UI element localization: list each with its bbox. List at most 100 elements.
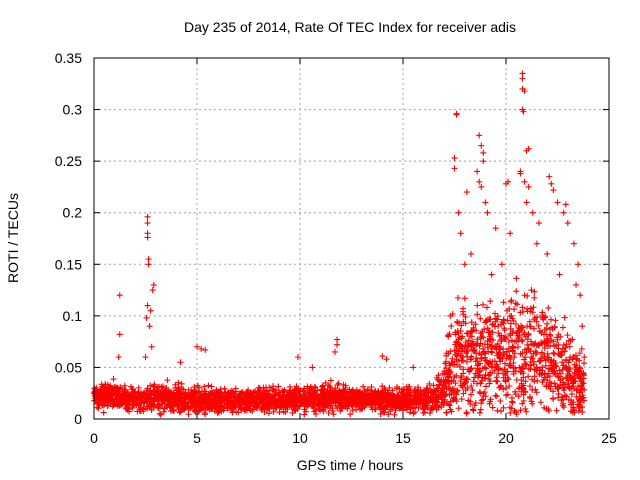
data-point <box>533 389 540 396</box>
data-point <box>160 395 167 402</box>
data-point <box>174 390 181 397</box>
data-point <box>569 380 576 387</box>
data-point <box>230 405 237 412</box>
data-point <box>329 405 336 412</box>
data-point <box>210 393 217 400</box>
data-point <box>304 396 311 403</box>
data-point <box>566 365 573 372</box>
data-point <box>386 384 393 391</box>
data-point <box>506 383 513 390</box>
data-point <box>496 346 503 353</box>
data-point <box>547 366 554 373</box>
data-point <box>527 383 534 390</box>
data-point <box>156 410 163 417</box>
data-point <box>429 389 436 396</box>
data-point <box>554 336 561 343</box>
data-point <box>424 385 431 392</box>
data-point <box>326 383 333 390</box>
data-point <box>504 368 511 375</box>
data-point <box>495 329 502 336</box>
data-point <box>508 405 515 412</box>
data-point <box>509 347 516 354</box>
data-point <box>345 401 352 408</box>
data-point <box>476 409 483 416</box>
data-point-outlier <box>482 199 489 206</box>
data-point <box>364 400 371 407</box>
data-point <box>164 377 171 384</box>
data-point <box>306 400 313 407</box>
data-point <box>472 370 479 377</box>
data-point <box>469 387 476 394</box>
data-point <box>451 385 458 392</box>
data-point <box>555 390 562 397</box>
data-point-outlier <box>488 271 495 278</box>
data-point <box>380 395 387 402</box>
data-point <box>335 380 342 387</box>
data-point <box>399 407 406 414</box>
data-point <box>495 366 502 373</box>
data-point-outlier <box>115 354 122 361</box>
data-point <box>176 409 183 416</box>
data-point <box>482 383 489 390</box>
data-point <box>491 310 498 317</box>
data-point <box>489 329 496 336</box>
data-point-outlier <box>309 364 316 371</box>
data-point <box>555 374 562 381</box>
data-point <box>511 354 518 361</box>
data-point <box>544 356 551 363</box>
data-point-outlier <box>575 261 582 268</box>
data-point <box>448 323 455 330</box>
data-point <box>522 360 529 367</box>
data-point <box>457 363 464 370</box>
data-point <box>560 342 567 349</box>
data-point <box>330 398 337 405</box>
data-point <box>461 347 468 354</box>
y-tick-label: 0.15 <box>55 256 82 272</box>
data-point <box>530 361 537 368</box>
data-point <box>148 400 155 407</box>
data-point <box>484 359 491 366</box>
data-point <box>507 332 514 339</box>
data-point <box>578 345 585 352</box>
data-point <box>522 378 529 385</box>
data-point <box>280 408 287 415</box>
data-point <box>247 393 254 400</box>
data-point <box>454 319 461 326</box>
data-point <box>227 403 234 410</box>
data-point <box>443 365 450 372</box>
data-point <box>573 393 580 400</box>
data-point <box>534 377 541 384</box>
data-point <box>288 404 295 411</box>
data-point <box>104 402 111 409</box>
data-point <box>137 406 144 413</box>
data-point <box>455 330 462 337</box>
data-point <box>277 394 284 401</box>
data-point-outlier <box>332 348 339 355</box>
data-point <box>568 391 575 398</box>
data-point <box>533 364 540 371</box>
data-point <box>501 325 508 332</box>
data-point <box>516 328 523 335</box>
data-point <box>566 343 573 350</box>
data-point <box>94 400 101 407</box>
data-point <box>498 332 505 339</box>
data-point <box>543 383 550 390</box>
data-point-outlier <box>445 333 452 340</box>
data-point <box>218 406 225 413</box>
data-point <box>458 335 465 342</box>
data-point <box>465 366 472 373</box>
x-axis-label: GPS time / hours <box>297 457 404 473</box>
data-point <box>161 405 168 412</box>
data-point <box>378 405 385 412</box>
data-point-outlier <box>492 225 499 232</box>
data-point <box>519 350 526 357</box>
data-point-outlier <box>474 168 481 175</box>
data-point <box>444 377 451 384</box>
data-point-outlier <box>484 209 491 216</box>
data-point <box>349 407 356 414</box>
data-point <box>252 388 259 395</box>
data-point <box>192 390 199 397</box>
data-point <box>110 376 117 383</box>
data-point <box>234 398 241 405</box>
data-point <box>336 387 343 394</box>
